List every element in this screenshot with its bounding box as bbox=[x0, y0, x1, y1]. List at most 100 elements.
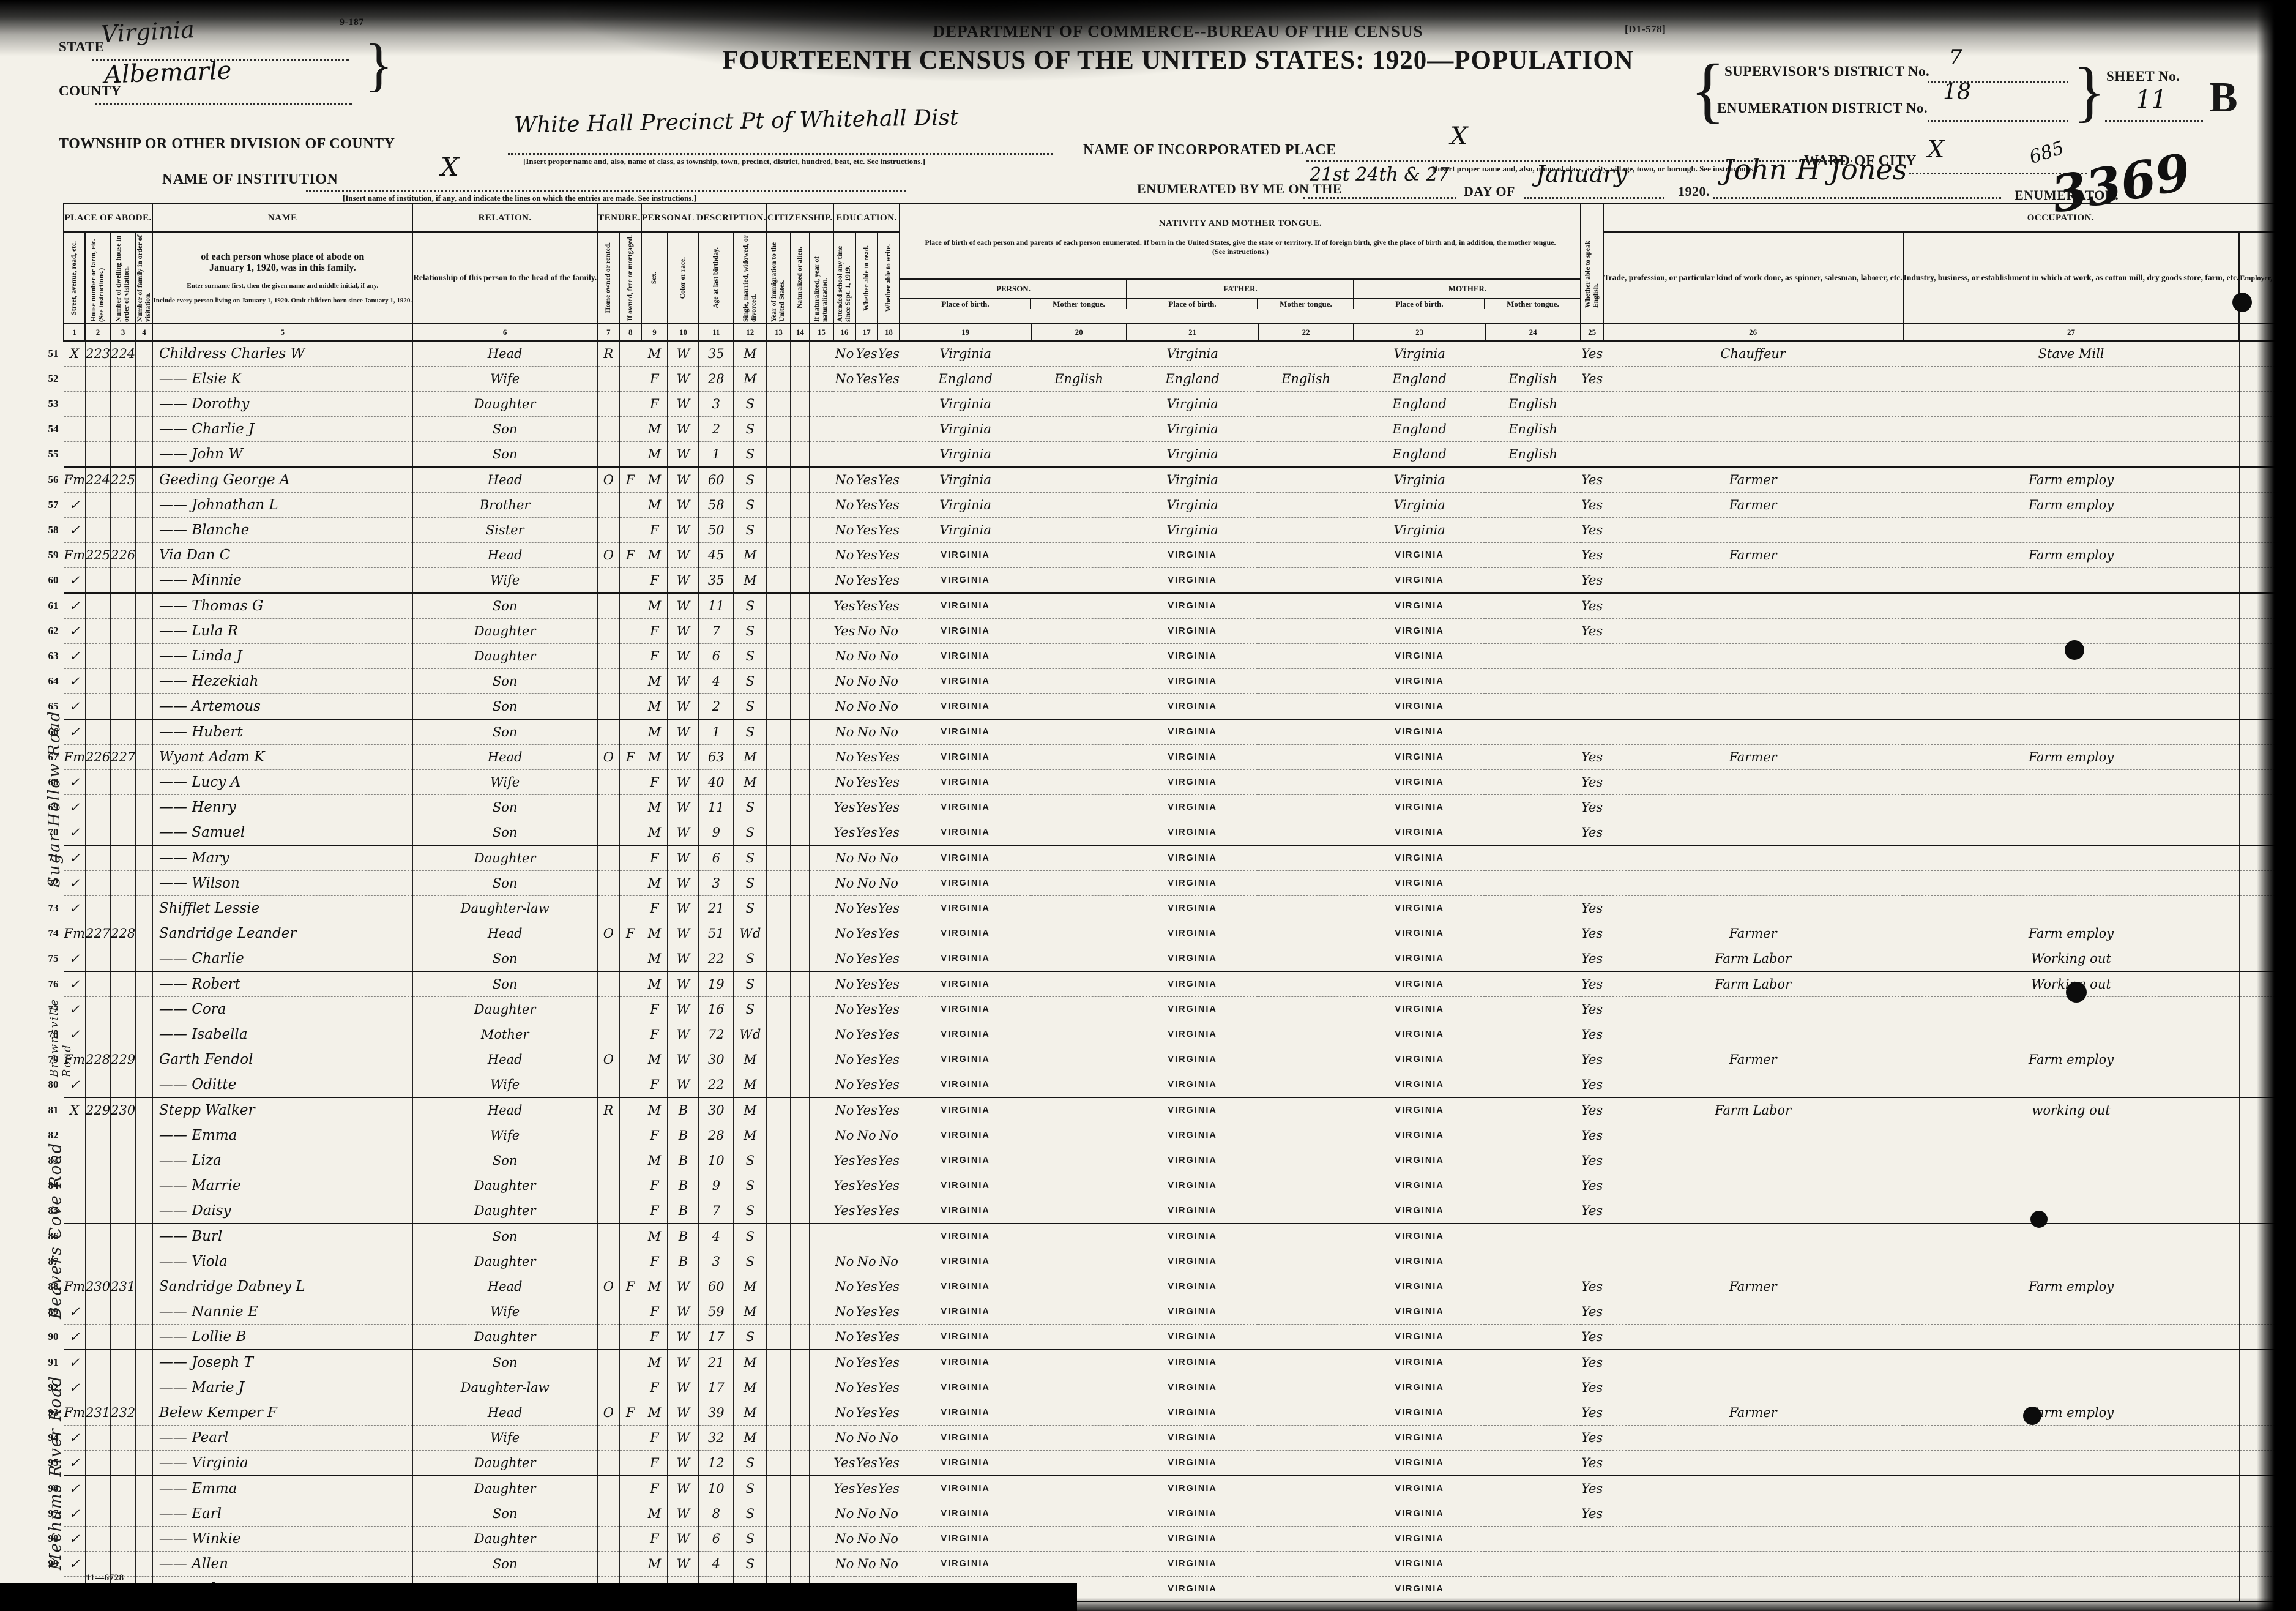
cell-f bbox=[135, 1123, 153, 1148]
cell-rel: Son bbox=[412, 1148, 598, 1173]
cell-rel: Daughter bbox=[412, 845, 598, 871]
year-label: 1920. bbox=[1678, 184, 1710, 199]
cell-en: Yes bbox=[1580, 1324, 1604, 1350]
cell-in bbox=[1903, 1375, 2240, 1400]
cell-fmt bbox=[1258, 1551, 1354, 1577]
cell-oc bbox=[1603, 593, 1904, 619]
cell-name: —— Robert bbox=[152, 971, 413, 997]
cell-rd: Yes bbox=[855, 1450, 878, 1476]
cell-ag: 4 bbox=[698, 1224, 734, 1249]
cell-wr: No bbox=[877, 1501, 900, 1527]
cell-ny bbox=[809, 1249, 834, 1274]
cell-na bbox=[790, 441, 810, 468]
cell-wr: Yes bbox=[877, 1198, 900, 1224]
cell-fb: VIRGINIA bbox=[1126, 1501, 1259, 1527]
cell-mb: VIRGINIA bbox=[1353, 996, 1486, 1022]
table-row: 58 ✓ —— Blanche Sister F W 50 S No Yes Yes Virginia… bbox=[43, 517, 2296, 543]
table-row: 72 ✓ —— Wilson Son M W 3 S No No No VIRGINIA VIRGINI… bbox=[43, 870, 2296, 896]
cell-mt bbox=[1031, 467, 1127, 493]
rotated-label-sx: Sex. bbox=[650, 271, 658, 285]
cell-cr: B bbox=[667, 1148, 699, 1173]
cell-fb: VIRGINIA bbox=[1126, 567, 1259, 594]
table-row: 76 ✓ —— Robert Son M W 19 S No Yes Yes VIRGINIA VIRG… bbox=[43, 971, 2296, 997]
cell-st: ✓ bbox=[63, 1425, 86, 1451]
cell-oc: Farmer bbox=[1603, 744, 1904, 770]
county-value: Albemarle bbox=[103, 56, 233, 89]
line-number: 97 bbox=[48, 1508, 59, 1519]
cell-ms: S bbox=[733, 971, 767, 997]
cell-wr: Yes bbox=[877, 895, 900, 921]
cell-fb: VIRGINIA bbox=[1126, 643, 1259, 669]
cell-ho bbox=[597, 643, 620, 669]
cell-ho: R bbox=[597, 341, 620, 367]
cell-cr: W bbox=[667, 416, 699, 442]
cell-oc bbox=[1603, 1425, 1904, 1451]
cell-en bbox=[1580, 719, 1604, 745]
cell-rel: Daughter-law bbox=[412, 895, 598, 921]
table-row: 85 —— Daisy Daughter F B 7 S Yes Yes Yes VIRGINIA V… bbox=[43, 1198, 2296, 1224]
cell-f bbox=[135, 1072, 153, 1098]
cell-sx: F bbox=[641, 366, 668, 392]
table-row: 91 ✓ —— Joseph T Son M W 21 M No Yes Yes VIRGINIA VI… bbox=[43, 1350, 2296, 1375]
cell-mo bbox=[619, 996, 642, 1022]
cell-fb: VIRGINIA bbox=[1126, 1324, 1259, 1350]
cell-mb: VIRGINIA bbox=[1353, 1097, 1486, 1123]
cell-sc: No bbox=[833, 921, 856, 946]
cell-cr: W bbox=[667, 921, 699, 946]
cell-rel: Head bbox=[412, 1400, 598, 1426]
enumerator-signature: John H Jones bbox=[1723, 153, 1907, 186]
cell-mmt: English bbox=[1485, 391, 1581, 417]
cell-mmt bbox=[1485, 618, 1581, 644]
stamp-small: 685 bbox=[2026, 137, 2067, 168]
cell-wr: Yes bbox=[877, 1350, 900, 1375]
cell-im bbox=[766, 1274, 791, 1299]
cell-pb: VIRGINIA bbox=[899, 1047, 1032, 1072]
cell-rd: No bbox=[855, 693, 878, 720]
cell-im bbox=[766, 366, 791, 392]
table-row: 63 ✓ —— Linda J Daughter F W 6 S No No No VIRGINIA V… bbox=[43, 643, 2296, 669]
cell-cr: W bbox=[667, 1476, 699, 1501]
cell-mb: VIRGINIA bbox=[1353, 1375, 1486, 1400]
cell-mo bbox=[619, 1501, 642, 1527]
cell-im bbox=[766, 1299, 791, 1325]
cell-f bbox=[135, 1476, 153, 1501]
line-number: 78 bbox=[48, 1028, 59, 1040]
cell-fmt bbox=[1258, 794, 1354, 820]
cell-rel: Head bbox=[412, 1274, 598, 1299]
cell-mt bbox=[1031, 643, 1127, 669]
cell-f bbox=[135, 1173, 153, 1198]
cell-d bbox=[110, 441, 136, 468]
cell-rel: Head bbox=[412, 744, 598, 770]
cell-in bbox=[1903, 1072, 2240, 1098]
cell-ho bbox=[597, 1526, 620, 1552]
cell-in: Farm employ bbox=[1903, 1274, 2240, 1299]
cell-im bbox=[766, 391, 791, 417]
cell-ag: 7 bbox=[698, 1198, 734, 1224]
cell-oc bbox=[1603, 567, 1904, 594]
cell-mo bbox=[619, 1047, 642, 1072]
cell-pb: Virginia bbox=[899, 492, 1032, 518]
cell-en bbox=[1580, 441, 1604, 468]
cell-ms: S bbox=[733, 1476, 767, 1501]
cell-mmt bbox=[1485, 492, 1581, 518]
cell-fmt bbox=[1258, 567, 1354, 594]
cell-sc: No bbox=[833, 1350, 856, 1375]
column-number: 18 bbox=[877, 323, 901, 342]
cell-name: Garth Fendol bbox=[152, 1047, 413, 1072]
column-header-ag: Age at last birthday. bbox=[698, 231, 734, 324]
cell-ho bbox=[597, 391, 620, 417]
cell-f bbox=[135, 794, 153, 820]
cell-pb: VIRGINIA bbox=[899, 1400, 1032, 1426]
cell-ag: 8 bbox=[698, 1501, 734, 1527]
cell-mt bbox=[1031, 391, 1127, 417]
cell-mmt bbox=[1485, 1198, 1581, 1224]
cell-fb: Virginia bbox=[1126, 492, 1259, 518]
line-number: 51 bbox=[48, 347, 59, 359]
cell-ho bbox=[597, 618, 620, 644]
cell-f bbox=[135, 1551, 153, 1577]
cell-mmt bbox=[1485, 1425, 1581, 1451]
line-number: 55 bbox=[48, 448, 59, 460]
cell-sc: No bbox=[833, 542, 856, 568]
cell-mb: VIRGINIA bbox=[1353, 946, 1486, 972]
cell-cr: W bbox=[667, 366, 699, 392]
